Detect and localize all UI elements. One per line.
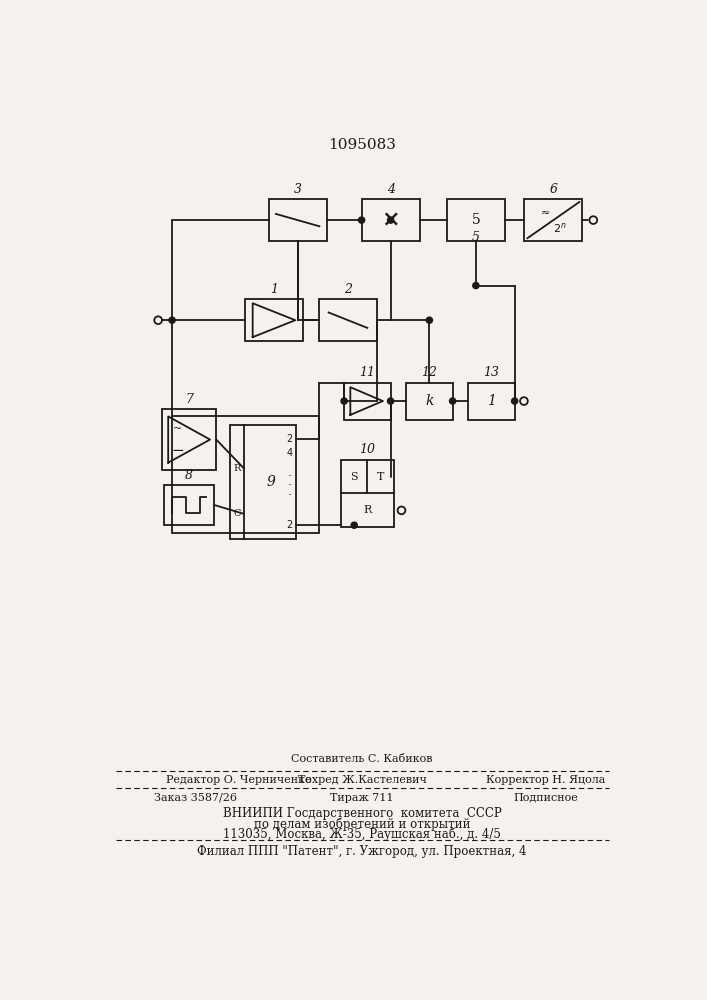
Text: ≈: ≈ xyxy=(541,207,550,217)
Bar xyxy=(319,299,377,341)
Circle shape xyxy=(473,282,479,289)
Bar xyxy=(361,199,420,241)
Text: ×: × xyxy=(381,209,400,231)
Text: ~: ~ xyxy=(173,424,182,434)
Bar xyxy=(230,425,296,539)
Text: Корректор Н. Яцола: Корректор Н. Яцола xyxy=(486,775,605,785)
Text: $2^n$: $2^n$ xyxy=(553,221,566,235)
Text: T: T xyxy=(377,472,384,482)
Text: Тираж 711: Тираж 711 xyxy=(330,793,394,803)
Text: .: . xyxy=(288,466,291,479)
Text: .: . xyxy=(288,485,291,498)
Text: .: . xyxy=(288,475,291,488)
Text: 6: 6 xyxy=(549,183,557,196)
Text: 2: 2 xyxy=(344,283,352,296)
Text: 10: 10 xyxy=(359,443,375,456)
Bar xyxy=(164,485,214,525)
Text: 7: 7 xyxy=(185,393,193,406)
Circle shape xyxy=(351,522,357,528)
Bar xyxy=(341,460,394,527)
Text: Филиал ППП "Патент", г. Ужгород, ул. Проектная, 4: Филиал ППП "Патент", г. Ужгород, ул. Про… xyxy=(197,845,527,858)
Circle shape xyxy=(450,398,456,404)
Text: Техред Ж.Кастелевич: Техред Ж.Кастелевич xyxy=(298,775,426,785)
Text: 8: 8 xyxy=(185,469,193,482)
Text: 4: 4 xyxy=(286,448,293,458)
Text: 3: 3 xyxy=(293,183,302,196)
Text: ВНИИПИ Госдарственного  комитета  СССР: ВНИИПИ Госдарственного комитета СССР xyxy=(223,806,501,820)
Bar xyxy=(447,199,505,241)
Circle shape xyxy=(169,317,175,323)
Text: Подписное: Подписное xyxy=(513,793,578,803)
Circle shape xyxy=(512,398,518,404)
Bar xyxy=(245,299,303,341)
Text: 13: 13 xyxy=(484,366,499,379)
Text: 1: 1 xyxy=(270,283,279,296)
Bar xyxy=(172,416,319,533)
Text: по делам изобретений и открытий: по делам изобретений и открытий xyxy=(254,818,470,831)
Bar xyxy=(344,383,391,420)
Text: 2: 2 xyxy=(286,434,293,444)
Text: 12: 12 xyxy=(421,366,438,379)
Text: Заказ 3587/26: Заказ 3587/26 xyxy=(154,793,238,803)
Text: R: R xyxy=(233,464,240,473)
Text: 5: 5 xyxy=(472,231,480,244)
Text: R: R xyxy=(363,505,371,515)
Text: 2: 2 xyxy=(286,520,293,530)
Circle shape xyxy=(426,317,433,323)
Text: −: − xyxy=(171,443,184,458)
Text: S: S xyxy=(351,472,358,482)
Text: Составитель С. Кабиков: Составитель С. Кабиков xyxy=(291,754,433,764)
Bar xyxy=(269,199,327,241)
Bar xyxy=(468,383,515,420)
Circle shape xyxy=(387,398,394,404)
Text: 11: 11 xyxy=(359,366,375,379)
Text: 4: 4 xyxy=(387,183,395,196)
Text: k: k xyxy=(425,394,433,408)
Text: 9: 9 xyxy=(266,475,275,489)
Circle shape xyxy=(358,217,365,223)
Circle shape xyxy=(387,217,394,223)
Bar xyxy=(162,409,216,470)
Text: Редактор О. Черниченко: Редактор О. Черниченко xyxy=(166,775,312,785)
Text: 1095083: 1095083 xyxy=(328,138,396,152)
Text: 1: 1 xyxy=(487,394,496,408)
Circle shape xyxy=(341,398,347,404)
Text: 5: 5 xyxy=(472,213,480,227)
Bar xyxy=(406,383,452,420)
Text: 113035, Москва, Ж-35, Раушская наб., д. 4/5: 113035, Москва, Ж-35, Раушская наб., д. … xyxy=(223,828,501,841)
Text: C: C xyxy=(233,509,240,518)
Bar xyxy=(525,199,583,241)
